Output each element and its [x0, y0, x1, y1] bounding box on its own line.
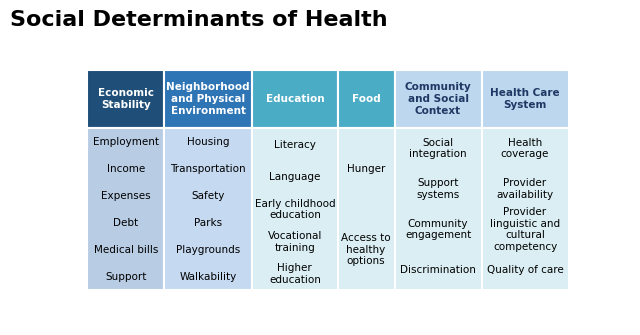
Text: Expenses: Expenses [101, 191, 150, 201]
Bar [481, 70, 568, 128]
Text: Access to
healthy
options: Access to healthy options [341, 233, 391, 266]
Bar [88, 70, 164, 128]
Bar [394, 128, 481, 290]
Text: Early childhood
education: Early childhood education [255, 199, 335, 220]
Text: Community
and Social
Context: Community and Social Context [404, 82, 472, 116]
Text: Neighborhood
and Physical
Environment: Neighborhood and Physical Environment [166, 82, 250, 116]
Bar [252, 128, 337, 290]
Text: Social Determinants of Health: Social Determinants of Health [10, 10, 387, 30]
Text: Walkability: Walkability [179, 272, 237, 282]
Text: Discrimination: Discrimination [400, 265, 476, 275]
Bar [394, 70, 481, 128]
Text: Transportation: Transportation [170, 164, 246, 174]
Text: Economic
Stability: Economic Stability [98, 88, 154, 110]
Text: Provider
linguistic and
cultural
competency: Provider linguistic and cultural compete… [490, 207, 560, 252]
Text: Playgrounds: Playgrounds [176, 245, 240, 255]
Bar [164, 128, 252, 290]
Text: Debt: Debt [113, 218, 138, 228]
Text: Support: Support [105, 272, 147, 282]
Text: Health Care
System: Health Care System [490, 88, 560, 110]
Text: Quality of care: Quality of care [486, 265, 563, 275]
Text: Food: Food [352, 94, 380, 104]
Text: Education: Education [266, 94, 324, 104]
Text: Community
engagement: Community engagement [405, 219, 471, 241]
Text: Social
integration: Social integration [409, 138, 467, 159]
Bar [337, 70, 394, 128]
Text: Housing: Housing [187, 137, 229, 147]
Text: Vocational
training: Vocational training [268, 231, 322, 253]
Text: Parks: Parks [194, 218, 222, 228]
Bar [88, 128, 164, 290]
Text: Language: Language [269, 172, 321, 182]
Bar [337, 128, 394, 290]
Text: Support
systems: Support systems [417, 178, 460, 200]
Text: Hunger: Hunger [347, 164, 385, 174]
Text: Provider
availability: Provider availability [497, 178, 554, 200]
Text: Medical bills: Medical bills [93, 245, 158, 255]
Text: Higher
education: Higher education [269, 263, 321, 285]
Bar [481, 128, 568, 290]
Text: Literacy: Literacy [274, 139, 316, 149]
Text: Health
coverage: Health coverage [501, 138, 549, 159]
Text: Safety: Safety [191, 191, 225, 201]
Text: Employment: Employment [93, 137, 159, 147]
Bar [164, 70, 252, 128]
Text: Income: Income [107, 164, 145, 174]
Bar [252, 70, 337, 128]
